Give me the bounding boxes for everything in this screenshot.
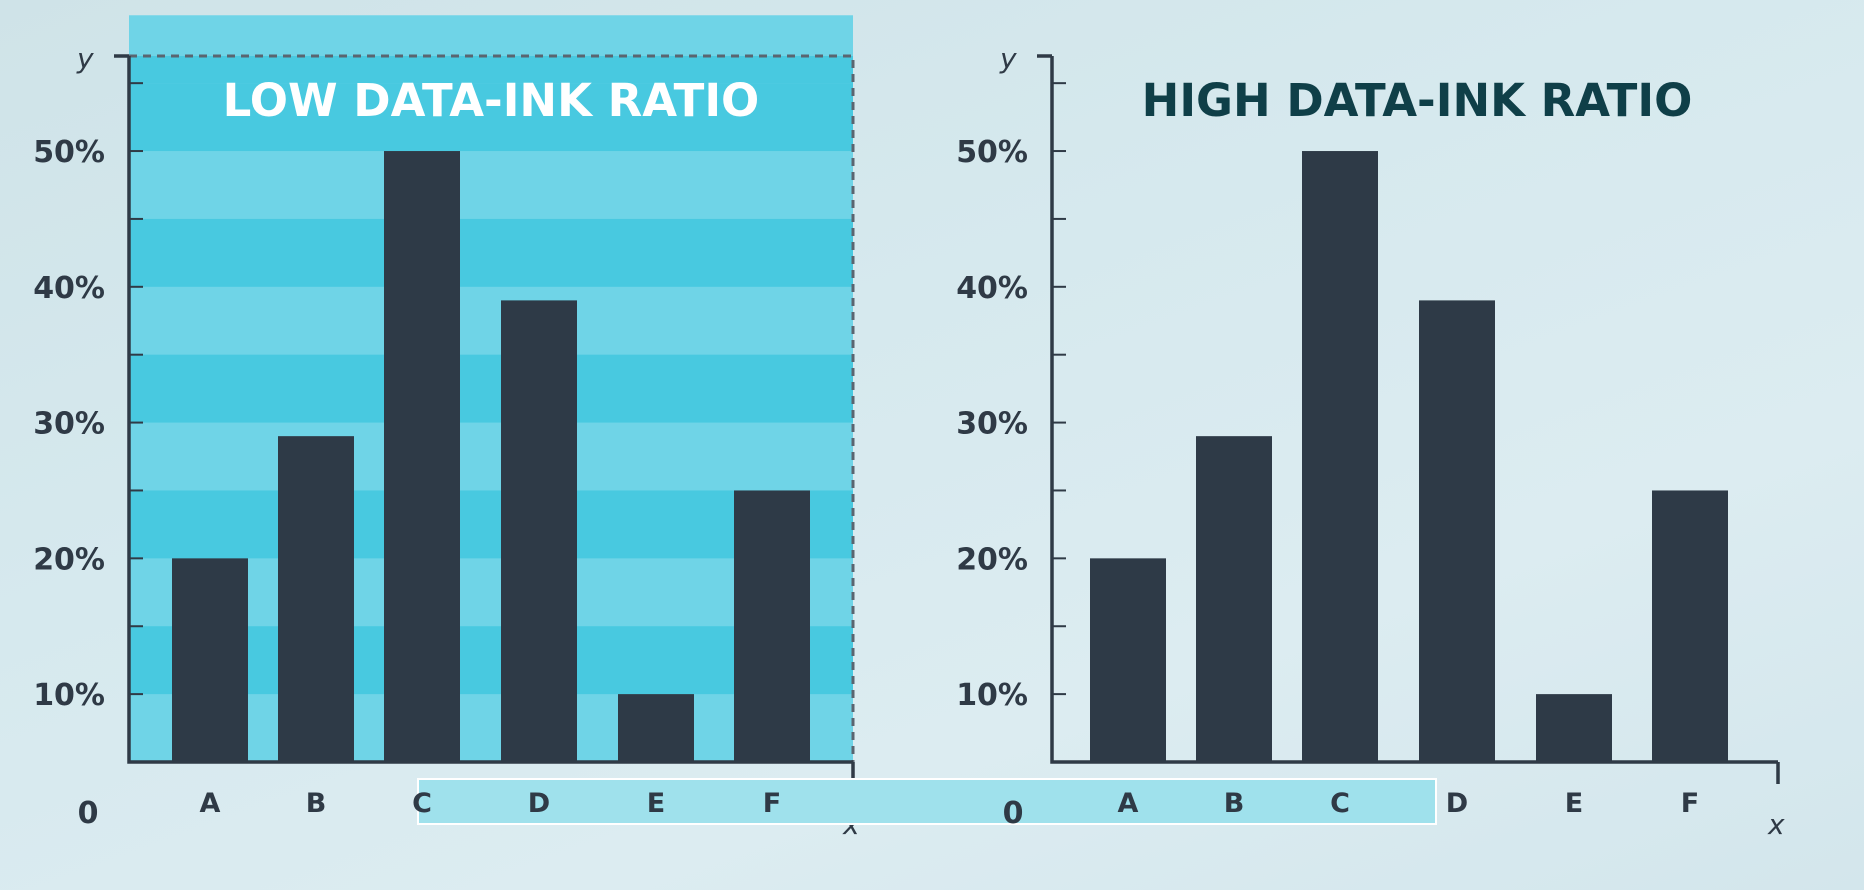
y-tick-label: 40% [956,271,1028,306]
bar-c [1302,151,1378,763]
x-tick-label: E [647,788,665,819]
low-origin-label: 0 [78,796,99,831]
x-tick-label: F [1681,788,1699,819]
low-data-ink-chart: 10%20%30%40%50% y x 0 LOW DATA-INK RATIO [33,15,860,841]
high-axes [1037,54,1780,784]
low-chart-title: LOW DATA-INK RATIO [223,74,760,127]
high-x-axis-label: x [1767,808,1785,841]
y-tick-label: 30% [956,407,1028,442]
x-tick-label: C [412,788,432,819]
high-bars [1090,151,1728,763]
x-tick-label: D [1446,788,1468,819]
background-stripe [129,151,853,219]
low-chart-striped-background [129,15,855,762]
background-stripe [129,694,853,762]
bar-a [172,558,248,762]
y-tick-label: 10% [956,678,1028,713]
low-y-axis-label: y [76,42,94,75]
high-chart-title: HIGH DATA-INK RATIO [1142,74,1693,127]
x-tick-label: F [763,788,781,819]
bar-f [1652,490,1728,762]
bar-d [1419,300,1495,762]
high-category-labels: A B C D E F [1118,788,1700,819]
x-tick-label: C [1330,788,1350,819]
x-tick-label: A [1118,788,1139,819]
low-bars [172,151,810,763]
background-stripe [129,558,853,627]
background-stripe [129,286,853,355]
bar-e [618,694,694,762]
y-tick-label: 20% [33,542,105,577]
bar-c [384,151,460,763]
low-y-tick-labels: 10% 20% 30% 40% 50% [33,135,105,713]
chart-frame-dashed [129,54,855,762]
bar-a [1090,558,1166,762]
bar-b [1196,436,1272,762]
high-y-tick-labels: 10% 20% 30% 40% 50% [956,135,1028,713]
high-y-axis-label: y [999,42,1017,75]
y-tick-label: 50% [956,135,1028,170]
x-tick-label: B [1224,788,1245,819]
high-data-ink-chart: 10% 20% 30% 40% 50% y x 0 HIGH DATA-INK RATI… [956,42,1785,841]
y-tick-label: 20% [956,542,1028,577]
background-stripe [129,422,853,491]
x-tick-label: D [528,788,550,819]
bar-e [1536,694,1612,762]
background-top-band [129,56,853,84]
y-tick-label: 30% [33,407,105,442]
y-tick-label: 10% [33,678,105,713]
x-tick-label: A [200,788,221,819]
low-category-labels: A B C D E F [200,788,782,819]
high-origin-label: 0 [1003,796,1024,831]
y-tick-label: 50% [33,135,105,170]
bar-b [278,436,354,762]
bar-f [734,490,810,762]
bar-d [501,300,577,762]
x-axis-highlight-band [417,778,1437,825]
y-tick-label: 40% [33,271,105,306]
x-tick-label: E [1565,788,1583,819]
x-tick-label: B [306,788,327,819]
